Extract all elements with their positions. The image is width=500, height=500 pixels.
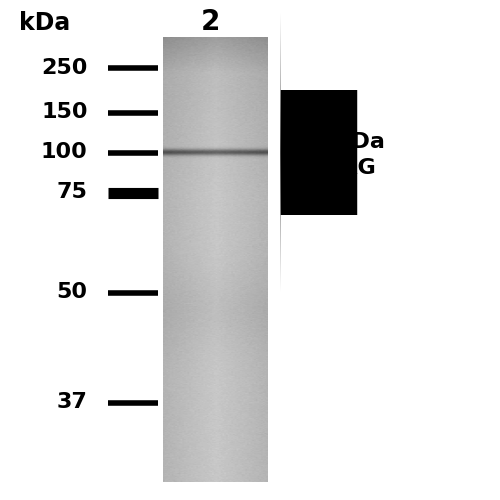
Text: 2: 2 [200,8,220,36]
Text: 150: 150 [41,102,88,122]
Text: ~70kDa: ~70kDa [288,132,386,152]
Text: 250: 250 [41,58,88,78]
Text: 50: 50 [56,282,88,302]
Text: 100: 100 [41,142,88,163]
Text: 37: 37 [56,392,88,412]
Text: 75: 75 [56,182,88,203]
Text: UVRAG: UVRAG [288,158,375,178]
Text: kDa: kDa [20,10,70,34]
